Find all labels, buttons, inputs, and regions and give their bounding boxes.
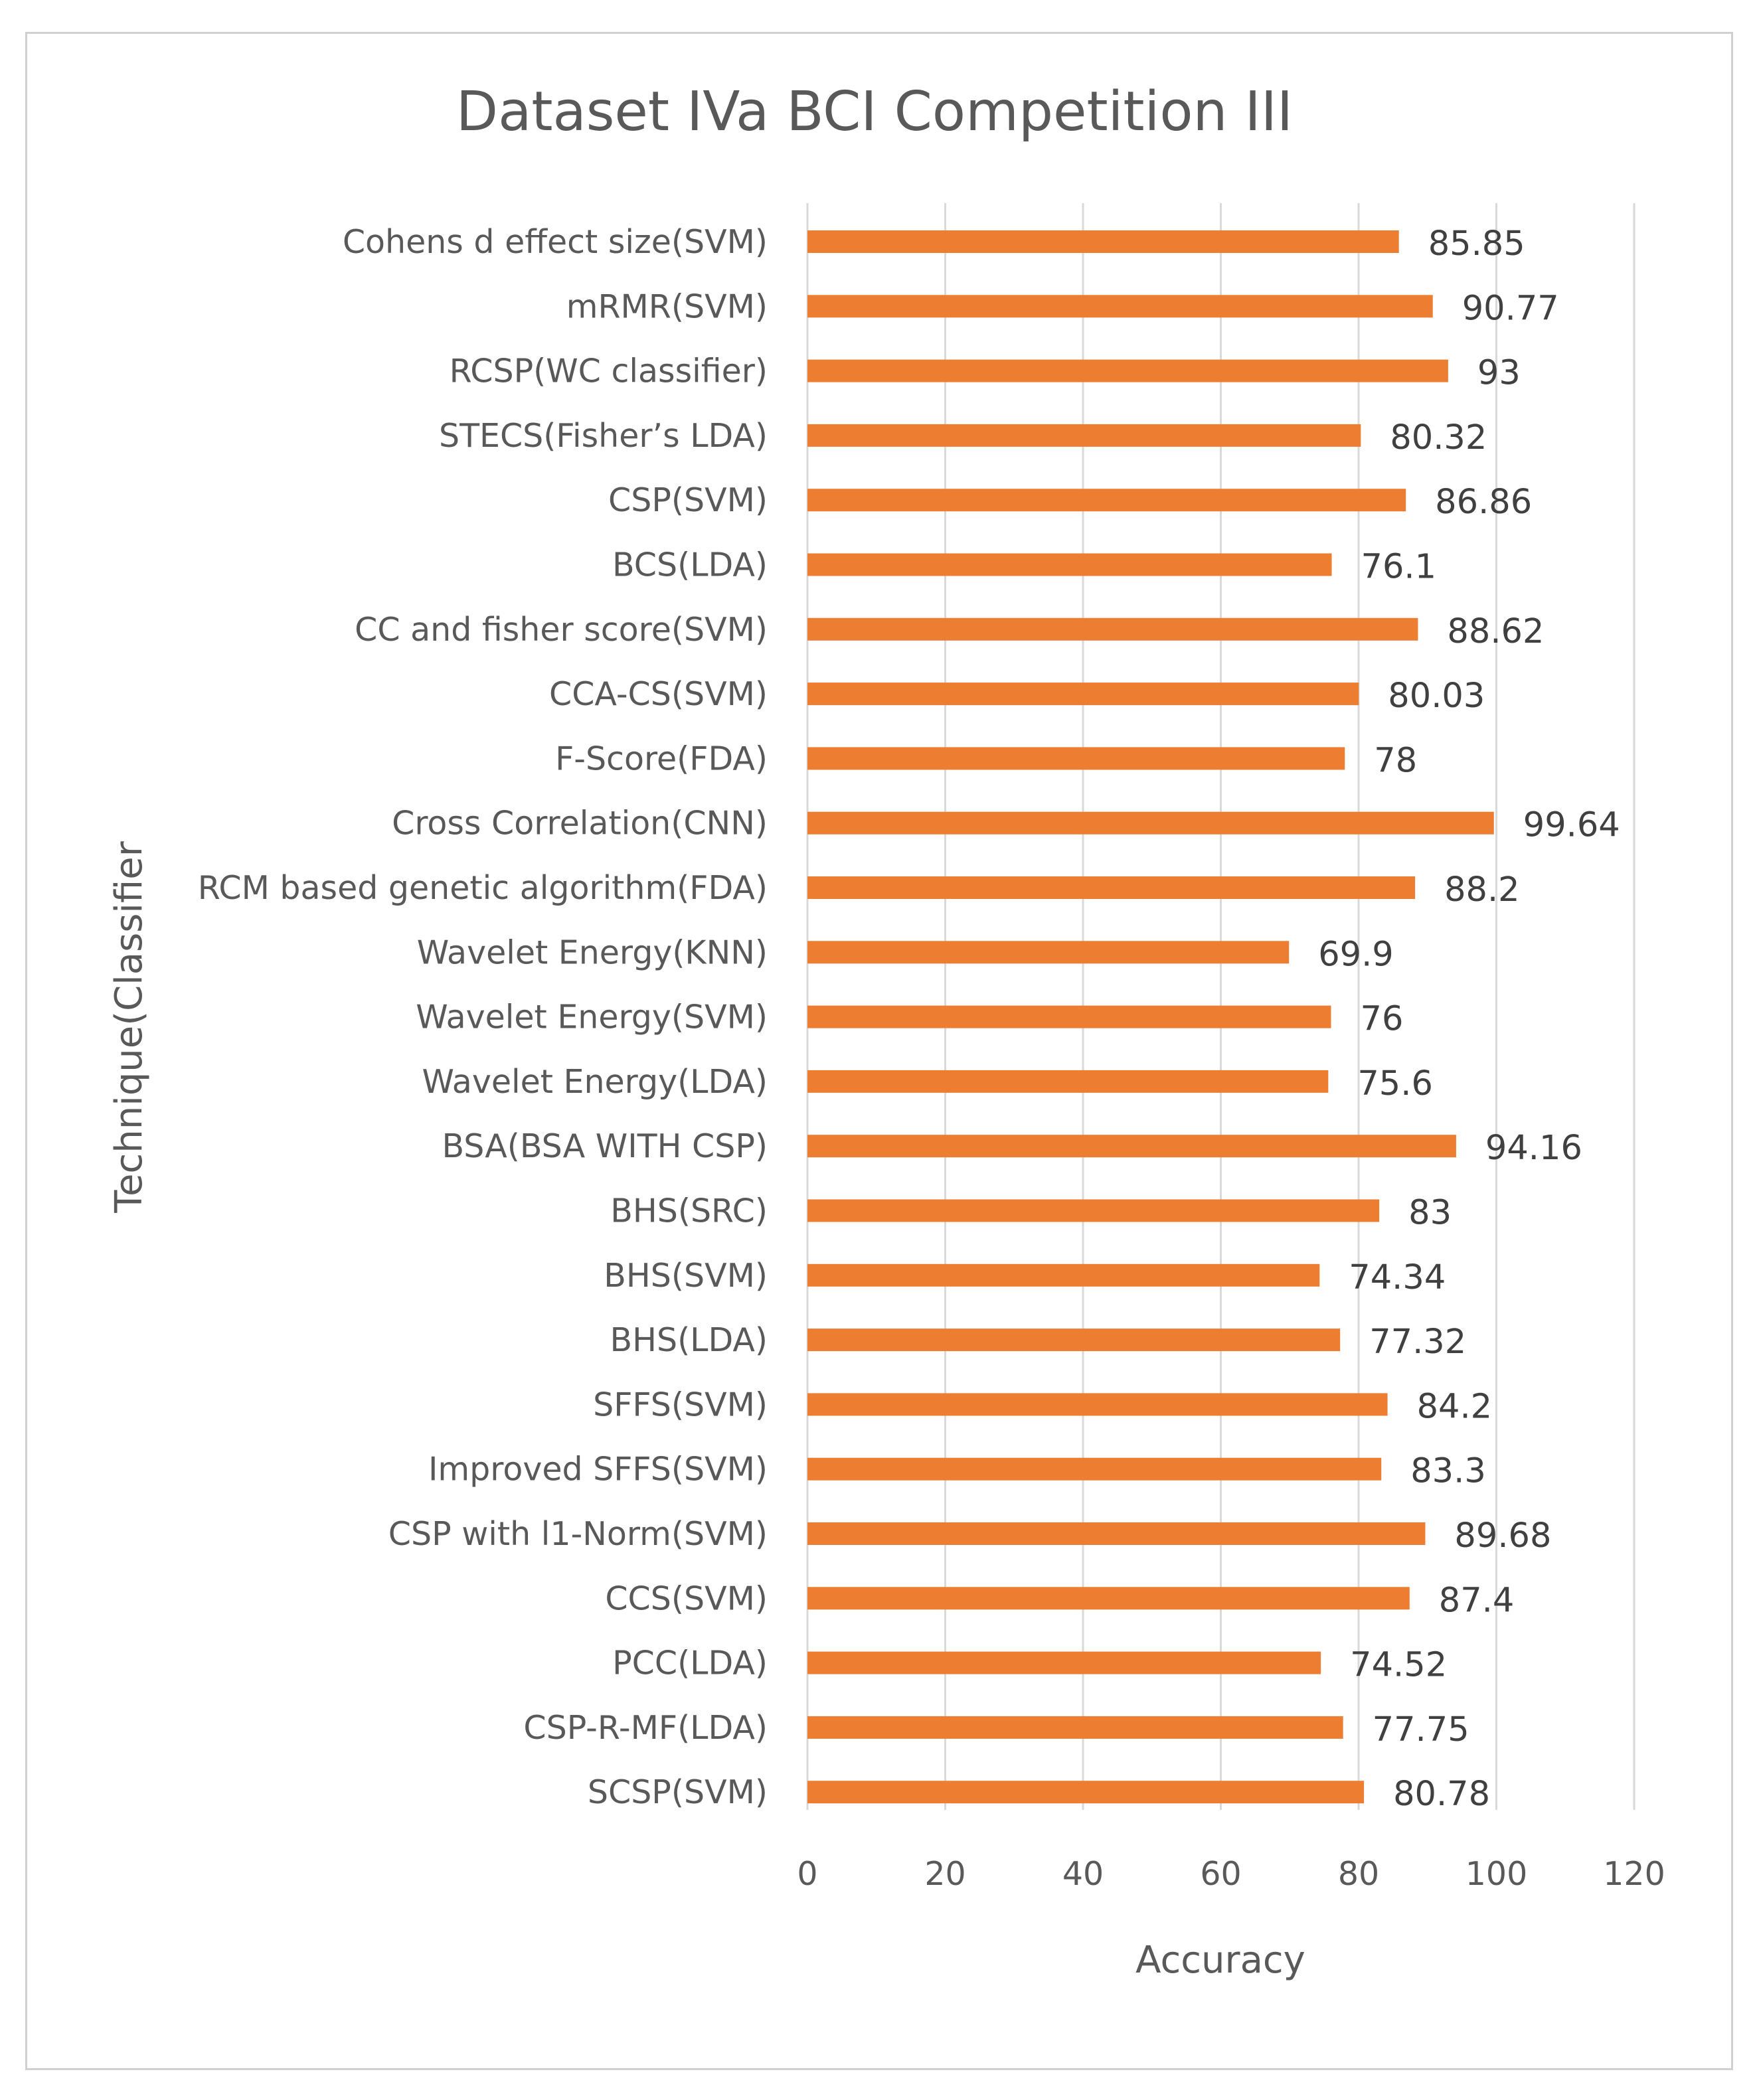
bar (807, 1522, 1426, 1545)
data-label: 94.16 (1485, 1129, 1582, 1168)
data-label: 87.4 (1439, 1581, 1515, 1620)
bar (807, 747, 1345, 770)
bar (807, 683, 1359, 706)
category-label: SCSP(SVM) (588, 1773, 768, 1811)
category-label: PCC(LDA) (612, 1645, 768, 1682)
bar (807, 1716, 1343, 1739)
data-label: 74.52 (1350, 1646, 1447, 1685)
category-label: Wavelet Energy(SVM) (416, 999, 768, 1036)
x-tick-label: 40 (1062, 1855, 1104, 1893)
data-label: 85.85 (1428, 224, 1525, 264)
bar (807, 617, 1418, 641)
bar (807, 1070, 1329, 1093)
x-tick-label: 120 (1603, 1855, 1665, 1893)
x-tick-labels: 0 20 40 60 80 100 120 (797, 1855, 1665, 1893)
category-label: BHS(SVM) (604, 1257, 768, 1295)
data-label: 93 (1477, 354, 1521, 393)
category-label: CSP with l1-Norm(SVM) (388, 1515, 768, 1553)
bar (807, 1199, 1380, 1222)
x-axis-title: Accuracy (1135, 1939, 1305, 1982)
bars (807, 230, 1494, 1804)
bar (807, 1135, 1456, 1158)
data-label: 69.9 (1318, 935, 1394, 974)
data-label: 83.3 (1410, 1452, 1486, 1491)
bar (807, 230, 1399, 253)
bar (807, 295, 1433, 318)
data-labels: 85.85 90.77 93 80.32 86.86 76.1 88.62 80.03 78 99… (1318, 224, 1620, 1814)
data-label: 86.86 (1435, 483, 1532, 522)
bar (807, 941, 1290, 964)
category-label: RCSP(WC classifier) (450, 353, 768, 390)
y-axis-title: Technique(Classifier (108, 841, 151, 1213)
chart-title: Dataset IVa BCI Competition III (456, 80, 1293, 143)
x-tick-label: 100 (1465, 1855, 1528, 1893)
category-label: BHS(LDA) (610, 1321, 768, 1359)
category-label: CCA-CS(SVM) (549, 675, 768, 713)
data-label: 77.32 (1369, 1323, 1466, 1362)
category-label: RCM based genetic algorithm(FDA) (198, 869, 768, 907)
data-label: 76 (1361, 1000, 1404, 1039)
bar (807, 876, 1416, 899)
bar (807, 1457, 1382, 1481)
category-label: F-Score(FDA) (555, 740, 768, 777)
data-label: 90.77 (1462, 289, 1559, 328)
bar (807, 1393, 1388, 1416)
x-tick-label: 0 (797, 1855, 817, 1893)
data-label: 88.2 (1444, 870, 1520, 910)
category-label: CC and fisher score(SVM) (355, 611, 768, 649)
data-label: 83 (1408, 1194, 1452, 1233)
bar (807, 1329, 1341, 1352)
chart-frame: Dataset IVa BCI Competition III Cohens d… (25, 32, 1733, 2070)
category-label: CCS(SVM) (605, 1579, 768, 1617)
x-tick-label: 20 (924, 1855, 965, 1893)
data-label: 76.1 (1361, 548, 1437, 587)
category-label: STECS(Fisher’s LDA) (439, 417, 768, 455)
category-label: CSP-R-MF(LDA) (523, 1709, 768, 1747)
data-label: 99.64 (1523, 806, 1620, 845)
data-label: 84.2 (1417, 1387, 1493, 1426)
category-label: mRMR(SVM) (566, 287, 768, 325)
category-label: BHS(SRC) (610, 1192, 768, 1230)
x-tick-label: 80 (1338, 1855, 1379, 1893)
x-tick-label: 60 (1200, 1855, 1241, 1893)
data-label: 77.75 (1373, 1710, 1469, 1749)
bar (807, 811, 1494, 835)
category-label: Improved SFFS(SVM) (428, 1451, 768, 1489)
bar (807, 553, 1332, 576)
bar (807, 489, 1406, 512)
data-label: 78 (1374, 741, 1417, 780)
bar (807, 1651, 1321, 1674)
bar (807, 1781, 1365, 1804)
category-label: CSP(SVM) (608, 481, 768, 519)
data-label: 80.78 (1393, 1775, 1490, 1814)
data-label: 80.03 (1388, 677, 1485, 716)
category-label: SFFS(SVM) (593, 1386, 768, 1423)
data-label: 80.32 (1390, 418, 1487, 457)
data-label: 89.68 (1454, 1516, 1551, 1556)
category-label: Wavelet Energy(LDA) (422, 1063, 768, 1101)
bar (807, 424, 1361, 447)
category-labels: Cohens d effect size(SVM) mRMR(SVM) RCSP(W… (198, 223, 768, 1811)
data-label: 88.62 (1447, 612, 1544, 651)
category-label: BSA(BSA WITH CSP) (442, 1127, 768, 1165)
bar (807, 1263, 1320, 1287)
bar (807, 359, 1448, 382)
category-label: BCS(LDA) (612, 546, 768, 584)
bar (807, 1005, 1331, 1028)
bar-chart: Dataset IVa BCI Competition III Cohens d… (108, 80, 1665, 1982)
bar (807, 1587, 1410, 1610)
category-label: Wavelet Energy(KNN) (417, 933, 768, 971)
category-label: Cohens d effect size(SVM) (343, 223, 768, 261)
category-label: Cross Correlation(CNN) (392, 805, 768, 843)
data-label: 74.34 (1349, 1258, 1446, 1297)
data-label: 75.6 (1357, 1064, 1433, 1103)
